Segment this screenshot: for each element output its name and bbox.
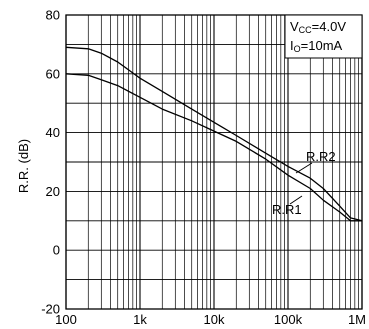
rr2-annotation: R.R2 (306, 149, 336, 164)
x-tick-labels: 100 1k 10k 100k 1M (55, 312, 366, 327)
rr1-annotation: R.R1 (272, 202, 302, 217)
y-tick-label: 80 (46, 8, 60, 23)
series-lines (65, 46, 363, 222)
x-tick-label: 100k (274, 312, 303, 327)
y-tick-label: 40 (46, 125, 60, 140)
y-tick-label: 60 (46, 66, 60, 81)
y-tick-label: -20 (41, 302, 60, 317)
vcc-condition: VCC=4.0V (290, 19, 346, 35)
x-tick-label: 100 (55, 312, 77, 327)
rr1-leader-line (289, 195, 303, 205)
rr2-leader-line (295, 162, 313, 174)
x-tick-label: 1k (133, 312, 147, 327)
y-tick-labels: -20 0 20 40 60 80 (41, 8, 60, 317)
y-tick-label: 20 (46, 184, 60, 199)
rr2-curve (65, 46, 363, 222)
y-axis-label: R.R. (dB) (16, 139, 31, 193)
x-tick-label: 10k (204, 312, 225, 327)
y-tick-label: 0 (53, 243, 60, 258)
conditions-box (284, 14, 363, 59)
x-tick-label: 1M (348, 312, 366, 327)
io-condition: IO=10mA (290, 38, 343, 54)
rr1-curve (65, 73, 362, 222)
plot-frame (65, 14, 363, 310)
